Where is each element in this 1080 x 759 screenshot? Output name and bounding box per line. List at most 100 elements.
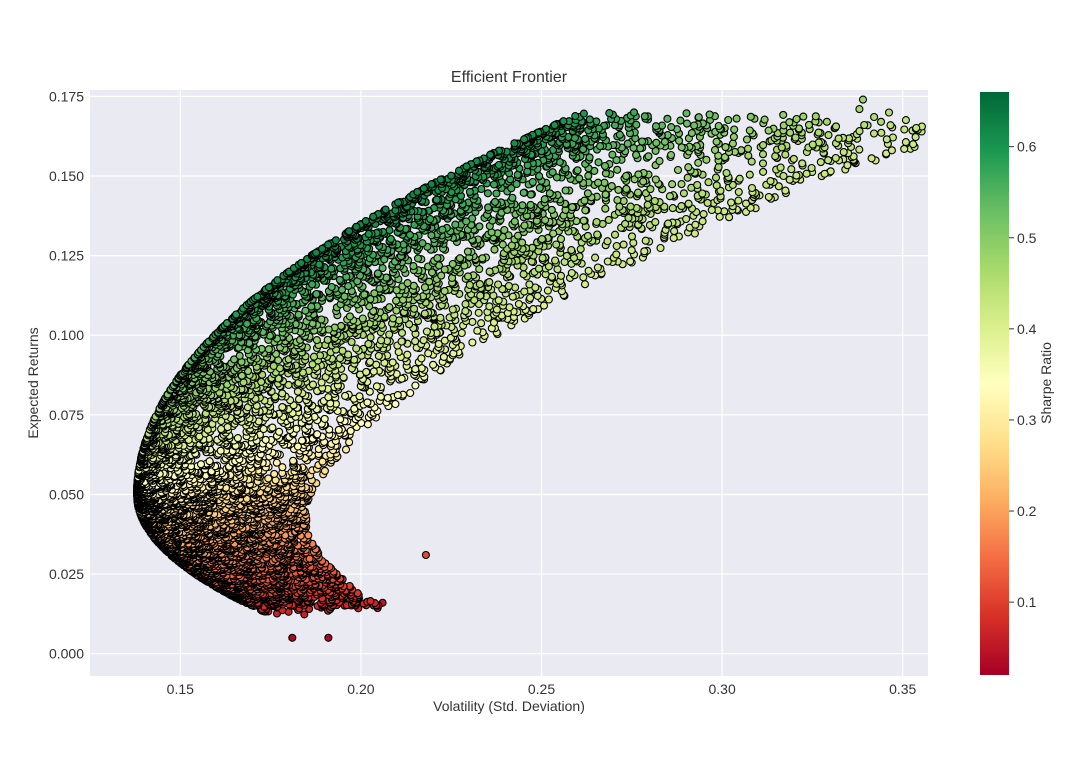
scatter-point [951,128,958,135]
scatter-point [551,256,560,265]
scatter-point [429,360,438,369]
scatter-point [627,246,636,255]
scatter-point [397,337,406,346]
scatter-point [233,434,242,443]
scatter-point [886,121,895,130]
scatter-point [764,192,773,202]
scatter-point [684,199,693,208]
scatter-point [261,435,270,444]
scatter-point [789,154,798,163]
scatter-point [576,245,585,254]
scatter-point [520,287,529,296]
scatter-point [217,424,226,434]
scatter-point [304,531,313,540]
scatter-point [335,354,345,363]
scatter-point [477,319,486,328]
scatter-point [436,313,445,322]
scatter-point [533,291,542,300]
scatter-point [411,365,420,374]
scatter-point [820,169,829,178]
scatter-point [278,389,287,398]
scatter-point [394,347,403,357]
scatter-point [651,218,660,227]
scatter-point [959,125,966,132]
scatter-point [461,307,470,316]
scatter-point [807,163,816,173]
scatter-point [457,328,466,338]
scatter-point [461,300,470,309]
scatter-point [591,253,600,262]
scatter-point [798,159,807,168]
scatter-point [377,336,386,345]
scatter-point [691,220,700,229]
scatter-point [320,466,329,475]
scatter-point [593,263,602,272]
scatter-point [816,158,825,167]
scatter-point [612,250,621,259]
scatter-point [900,125,909,134]
scatter-point [947,118,954,125]
scatter-point [313,430,322,439]
scatter-point [223,423,232,432]
scatter-point [626,257,635,266]
scatter-point [292,424,301,433]
scatter-point [341,445,351,454]
scatter-point [474,308,483,317]
scatter-point [439,352,448,361]
scatter-point [734,196,743,205]
scatter-point [508,292,517,301]
scatter-point [901,138,910,147]
scatter-point [699,210,708,219]
scatter-point [690,229,699,238]
scatter-point [603,237,612,246]
scatter-point [612,241,621,251]
scatter-point [297,436,307,445]
scatter-point [640,247,649,256]
scatter-point [882,135,891,144]
scatter-point [929,130,936,137]
scatter-point [476,291,485,300]
scatter-point [417,354,426,363]
scatter-point [205,457,214,466]
scatter-point [734,187,743,197]
scatter-point [912,123,921,133]
scatter-point [345,438,354,447]
scatter-point [682,214,691,224]
scatter-point [383,393,392,402]
scatter-point [519,270,528,279]
scatter-point [584,266,593,275]
scatter-point [268,423,277,432]
scatter-point [707,205,716,215]
scatter-point [779,171,788,181]
scatter-point [959,122,966,129]
scatter-point [272,458,281,467]
scatter-point [300,610,309,619]
scatter-point [556,271,566,280]
scatter-point [421,550,430,560]
scatter-point [364,339,373,349]
scatter-point [698,217,707,226]
scatter-point [391,399,400,409]
scatter-point [747,183,757,193]
scatter-point [935,111,942,118]
scatter-point [824,156,833,165]
scatter-point [448,305,457,314]
scatter-point [494,280,503,289]
scatter-point [336,415,345,424]
scatter-point [514,299,523,309]
scatter-point [334,425,343,434]
scatter-point [363,420,372,429]
scatter-point [727,198,736,207]
scatter-point [567,268,576,278]
scatter-point [792,171,801,180]
scatter-point [776,163,785,172]
scatter-point [909,140,918,149]
scatter-point [424,349,433,358]
scatter-point [839,148,848,157]
scatter-point [855,127,864,136]
scatter-point [877,128,886,137]
scatter-point [543,286,552,295]
scatter-point [308,380,318,389]
scatter-point [867,154,876,163]
